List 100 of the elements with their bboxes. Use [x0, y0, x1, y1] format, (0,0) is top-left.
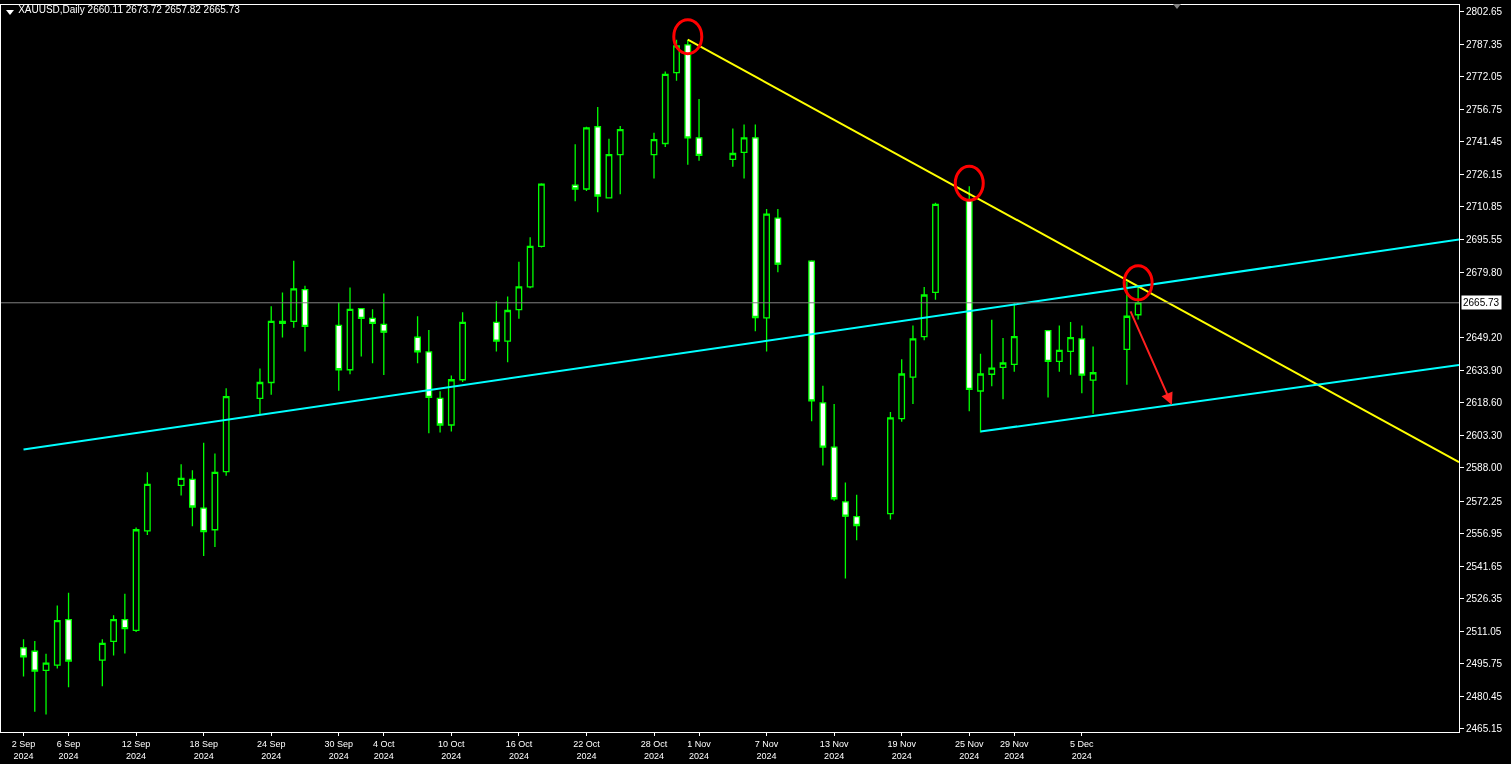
candlestick	[425, 329, 433, 434]
y-tick-label: 2772.05	[1466, 71, 1503, 83]
candlestick	[31, 640, 39, 713]
x-tick-label: 12 Sep 2024	[121, 738, 151, 761]
y-tick-label: 2588.00	[1466, 462, 1503, 474]
candlestick	[1010, 302, 1018, 373]
candlestick	[53, 604, 61, 670]
candlestick	[188, 469, 196, 527]
y-tick-label: 2726.15	[1466, 168, 1503, 180]
y-tick-label: 2556.95	[1466, 528, 1503, 540]
candlestick	[909, 324, 917, 405]
y-tick-label: 2741.45	[1466, 136, 1503, 148]
candlestick	[301, 284, 309, 353]
candlestick	[1089, 345, 1097, 415]
candlestick	[436, 390, 444, 434]
candlestick	[1055, 324, 1063, 373]
candlestick	[583, 126, 590, 192]
candlestick	[200, 442, 208, 557]
candlestick	[42, 653, 50, 716]
y-tick-label: 2526.35	[1466, 593, 1503, 605]
candlestick	[819, 385, 827, 467]
y-tick-label: 2787.35	[1466, 38, 1503, 50]
candlestick	[1078, 324, 1086, 395]
x-tick-label: 29 Nov 2024	[1000, 738, 1030, 761]
chart-title: XAUUSD,Daily 2660.11 2673.72 2657.82 2665.73	[18, 4, 241, 16]
y-tick-label: 2465.15	[1466, 723, 1503, 735]
y-tick-label: 2541.65	[1466, 560, 1503, 572]
y-tick-label: 2695.55	[1466, 233, 1503, 245]
candlestick	[515, 261, 523, 320]
y-tick-label: 2618.60	[1466, 397, 1503, 409]
candlestick	[177, 463, 185, 497]
candlestick	[763, 208, 770, 353]
y-tick-label: 2495.75	[1466, 658, 1503, 670]
candlestick	[459, 311, 467, 383]
x-tick-label: 30 Sep 2024	[324, 738, 354, 761]
x-tick-label: 18 Sep 2024	[189, 738, 218, 761]
x-tick-label: 13 Nov 2024	[819, 738, 849, 761]
y-tick-label: 2710.85	[1466, 201, 1503, 213]
candlestick	[841, 481, 849, 580]
candlestick	[256, 367, 264, 415]
candlestick	[143, 471, 151, 536]
candlestick	[571, 143, 579, 202]
candlestick	[1123, 280, 1131, 386]
candlestick	[650, 132, 658, 180]
candlestick	[1067, 321, 1074, 376]
candlestick	[222, 387, 230, 477]
x-tick-label: 19 Nov 2024	[887, 738, 917, 761]
y-tick-label: 2603.30	[1466, 429, 1503, 441]
candlestick	[492, 300, 500, 353]
x-tick-label: 1 Nov 2024	[687, 738, 712, 761]
candlestick	[661, 70, 669, 148]
candlestick	[853, 494, 861, 542]
candlestick	[267, 305, 275, 396]
candlestick	[605, 137, 613, 199]
x-tick-label: 25 Nov 2024	[954, 738, 984, 761]
x-tick-label: 4 Oct 2024	[373, 738, 396, 761]
candlestick	[279, 291, 286, 339]
x-tick-label: 5 Dec 2024	[1070, 738, 1095, 761]
candlestick	[1134, 285, 1142, 321]
candlestick	[121, 593, 129, 655]
candlestick	[504, 295, 512, 363]
candlestick	[357, 307, 365, 358]
y-tick-label: 2802.65	[1466, 6, 1503, 18]
candlestick	[447, 374, 455, 433]
y-tick-label: 2649.20	[1466, 332, 1503, 344]
candlestick	[346, 286, 354, 375]
candlestick	[751, 123, 759, 332]
candlestick	[932, 202, 939, 301]
candlestick	[729, 127, 737, 168]
candlestick	[695, 98, 703, 162]
candlestick	[110, 614, 117, 657]
candlestick	[335, 301, 343, 392]
candlestick	[988, 319, 996, 387]
y-tick-label: 2756.75	[1466, 103, 1503, 115]
y-tick-label: 2679.80	[1466, 267, 1503, 279]
x-tick-label: 7 Nov 2024	[754, 738, 779, 761]
candlestick	[20, 638, 27, 678]
candlestick	[808, 259, 816, 422]
candlestick	[132, 526, 140, 633]
y-tick-label: 2480.45	[1466, 690, 1503, 702]
candlestick	[684, 38, 692, 166]
candlestick	[211, 452, 219, 548]
candlestick	[594, 106, 602, 213]
candlestick	[887, 411, 894, 521]
candlestick	[65, 591, 72, 688]
x-tick-label: 24 Sep 2024	[256, 738, 286, 761]
candlestick	[380, 292, 388, 376]
x-tick-label: 2 Sep 2024	[11, 738, 36, 761]
candlestick	[999, 337, 1007, 400]
candlestick	[774, 208, 782, 273]
candlestick	[616, 125, 624, 195]
x-tick-label: 22 Oct 2024	[573, 738, 601, 761]
candlestick	[290, 260, 298, 329]
candlestick	[830, 403, 838, 502]
candlestick	[673, 38, 680, 82]
y-tick-label: 2572.25	[1466, 495, 1503, 507]
candlestick	[414, 315, 421, 364]
x-tick-label: 28 Oct 2024	[640, 738, 668, 761]
candlestick	[898, 358, 906, 423]
y-tick-label: 2511.05	[1466, 625, 1502, 637]
